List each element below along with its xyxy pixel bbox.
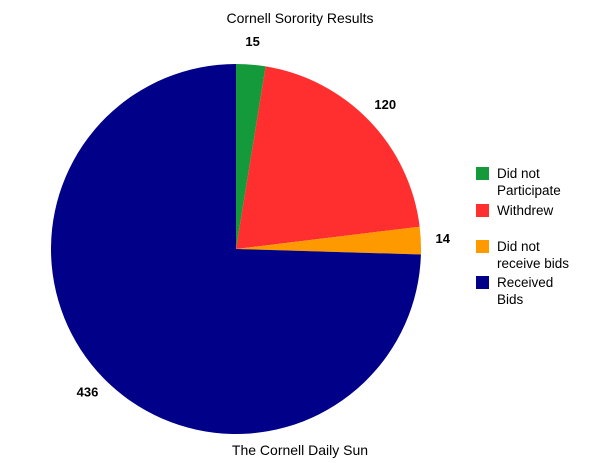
chart-caption: The Cornell Daily Sun [231, 442, 369, 458]
legend-label: Withdrew [497, 203, 554, 218]
legend-label: Did not Participate [497, 166, 561, 198]
pie-slice-received-bids [51, 64, 421, 435]
slice-value-label: 120 [374, 97, 396, 112]
slice-value-label: 14 [436, 231, 451, 246]
pie-slice-did-not-receive-bids [236, 226, 422, 255]
legend-label: Received Bids [497, 275, 554, 307]
slice-value-label: 436 [77, 385, 99, 400]
legend-item: Did not Participate [476, 165, 597, 199]
legend-item: Did not receive bids [476, 238, 597, 272]
legend-label: Did not receive bids [497, 239, 570, 271]
legend-swatch [476, 276, 489, 289]
legend-item: Received Bids [476, 274, 597, 308]
chart-title: Cornell Sorority Results [226, 10, 374, 26]
pie-slice-did-not-participate [236, 64, 266, 249]
slice-value-label: 15 [245, 34, 259, 49]
legend-swatch [476, 240, 489, 253]
legend-swatch [476, 167, 489, 180]
pie-slice-withdrew [236, 66, 420, 250]
legend-item: Withdrew [476, 202, 597, 219]
legend-swatch [476, 204, 489, 217]
